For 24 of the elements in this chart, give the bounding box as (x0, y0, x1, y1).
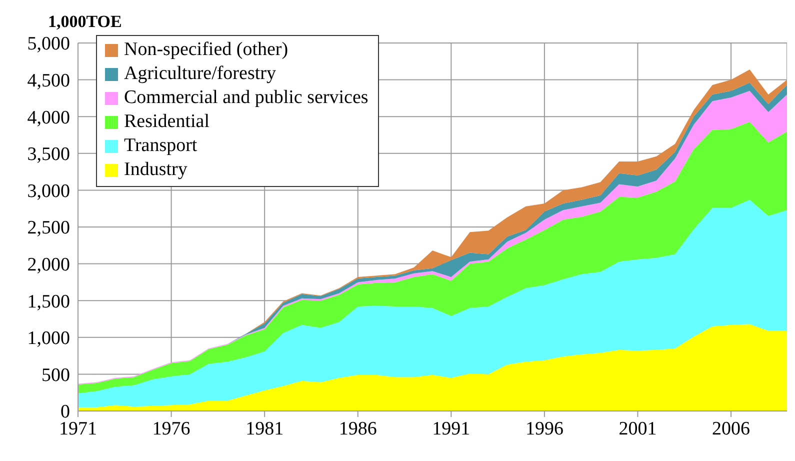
x-tick-label: 1981 (246, 418, 284, 440)
y-tick-label: 4,000 (27, 107, 70, 128)
x-tick-label: 1976 (152, 418, 190, 440)
y-axis-title: 1,000TOE (48, 12, 122, 32)
y-tick-label: 1,000 (27, 328, 70, 350)
legend-label: Industry (124, 158, 188, 182)
y-tick-label: 2,500 (27, 218, 70, 239)
legend-label: Commercial and public services (124, 86, 368, 110)
y-tick-label: 3,000 (27, 180, 70, 202)
y-tick-label: 5,000 (27, 34, 70, 55)
x-tick-label: 2001 (618, 418, 657, 440)
x-tick-label: 1986 (338, 418, 377, 440)
x-tick-label: 1996 (525, 418, 564, 440)
y-tick-label: 2,000 (27, 254, 70, 276)
legend-label: Transport (124, 134, 198, 158)
y-tick-label: 500 (42, 364, 70, 386)
y-tick-label: 3,500 (27, 144, 70, 166)
y-tick-label: 1,500 (27, 291, 70, 312)
x-tick-label: 1991 (432, 418, 470, 440)
y-tick-label: 4,500 (27, 70, 70, 92)
legend-label: Non-specified (other) (124, 38, 288, 62)
legend-label: Residential (124, 110, 210, 134)
x-tick-label: 2006 (712, 418, 750, 440)
legend-label: Agriculture/forestry (124, 62, 276, 86)
